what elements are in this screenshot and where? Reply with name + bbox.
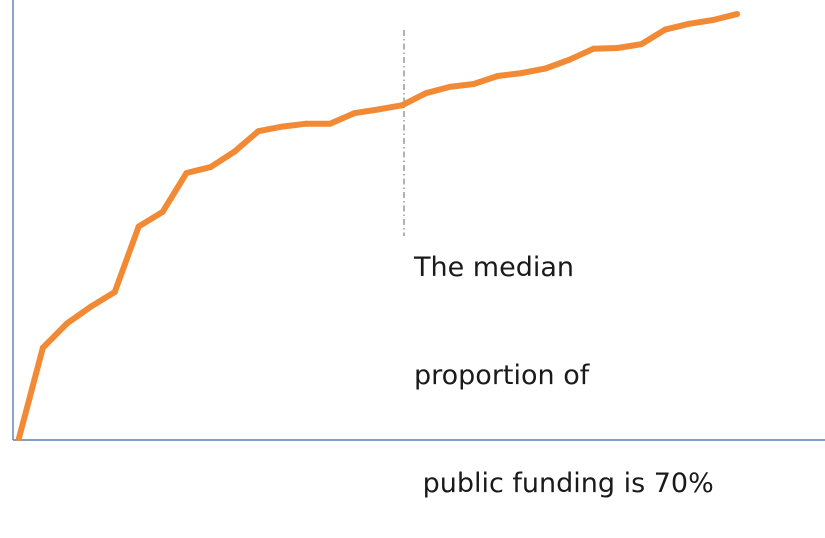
data-point	[231, 148, 238, 155]
data-point	[566, 56, 573, 63]
data-point	[734, 11, 740, 18]
data-point	[470, 81, 477, 87]
data-point	[686, 20, 693, 27]
data-point	[590, 45, 597, 52]
annotation-line-1: The median	[414, 252, 575, 283]
data-point	[375, 106, 381, 113]
data-point	[422, 90, 429, 97]
data-point	[135, 223, 142, 230]
data-point	[494, 73, 501, 79]
data-point	[446, 83, 453, 90]
data-point	[279, 123, 286, 130]
data-point	[63, 320, 70, 327]
data-point	[111, 289, 118, 296]
data-point	[351, 110, 358, 117]
data-point	[87, 303, 94, 310]
data-point	[207, 164, 214, 171]
data-point	[255, 128, 262, 135]
annotation-line-3: public funding is 70%	[414, 468, 714, 499]
data-point	[303, 120, 310, 127]
data-point	[159, 208, 166, 215]
data-point	[662, 26, 669, 33]
data-point	[39, 344, 46, 351]
data-point	[327, 120, 334, 127]
data-point	[614, 45, 621, 51]
data-point	[183, 170, 190, 176]
data-point	[710, 17, 717, 23]
annotation-line-2: proportion of	[414, 360, 590, 391]
data-point	[542, 65, 549, 72]
data-point	[638, 41, 645, 48]
data-point	[16, 435, 22, 441]
data-point	[398, 102, 405, 109]
median-annotation: The median proportion of public funding …	[414, 178, 714, 538]
chart	[12, 0, 825, 441]
data-point	[518, 70, 525, 77]
